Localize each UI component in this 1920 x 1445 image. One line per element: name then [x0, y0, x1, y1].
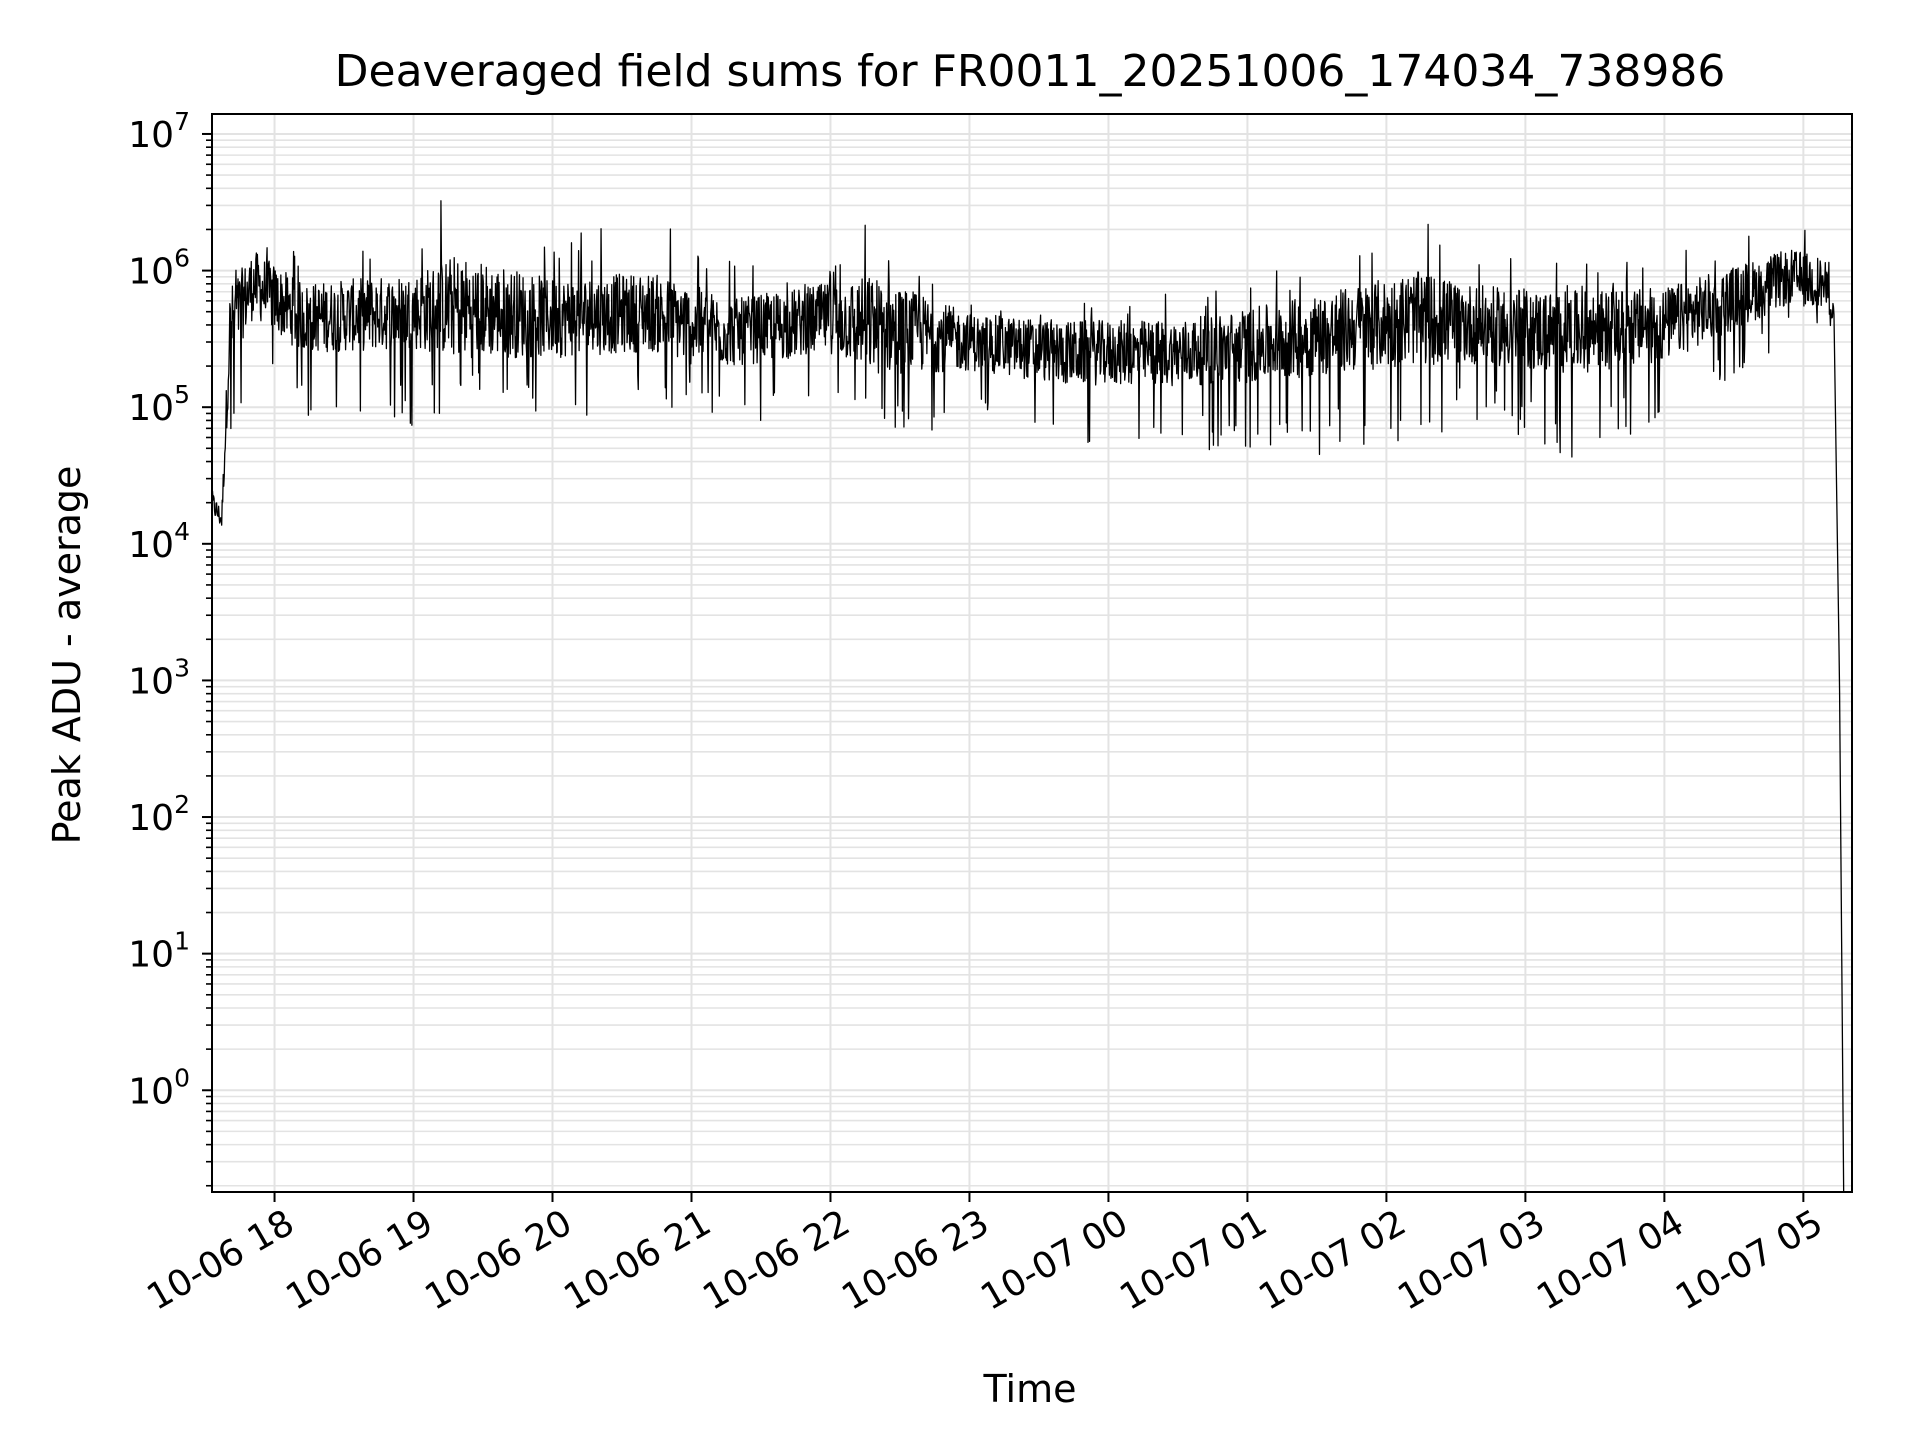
series-line	[211, 200, 1845, 1193]
plot-frame	[211, 113, 1853, 1193]
y-tick-label: 106	[128, 244, 190, 293]
grid-lines	[212, 114, 1852, 1192]
series-layer	[211, 200, 1845, 1193]
y-tick-label: 103	[128, 653, 190, 702]
y-tick-label: 104	[128, 517, 190, 566]
y-tick-label: 105	[128, 380, 190, 429]
y-axis-label: Peak ADU - average	[45, 466, 89, 845]
y-tick-label: 102	[128, 790, 190, 839]
y-tick-label: 101	[128, 927, 190, 976]
y-tick-label: 100	[128, 1063, 190, 1112]
y-tick-label: 107	[128, 107, 190, 156]
x-axis-label: Time	[983, 1367, 1077, 1411]
chart-title: Deaveraged field sums for FR0011_2025100…	[335, 46, 1726, 97]
